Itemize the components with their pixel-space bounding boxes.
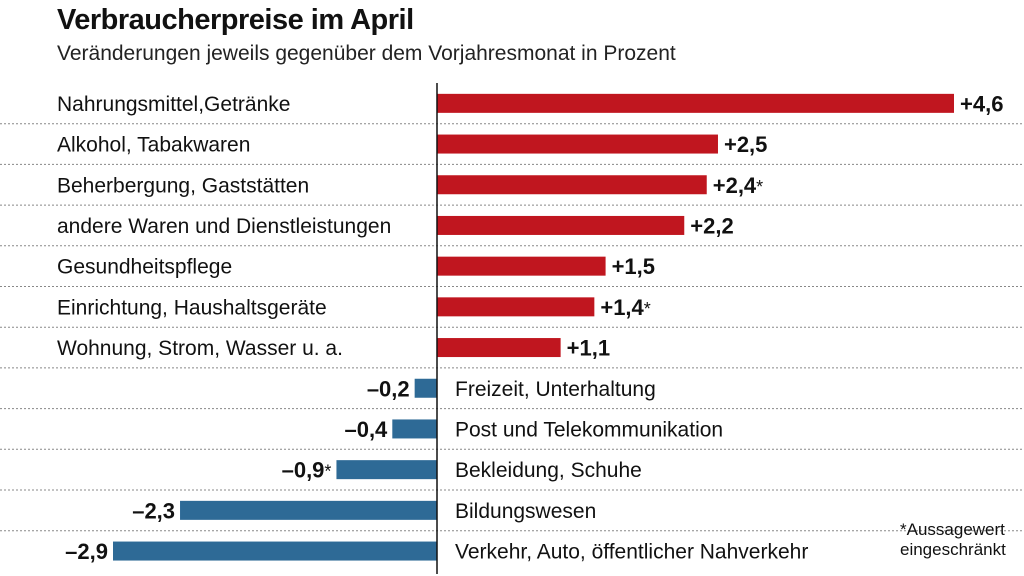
bar-3 [437, 215, 685, 235]
category-label: Alkohol, Tabakwaren [57, 134, 250, 157]
category-label: Freizeit, Unterhaltung [455, 378, 656, 401]
bar-0 [437, 93, 954, 113]
category-label: Gesundheitspflege [57, 256, 232, 279]
value-label: +2,2 [690, 213, 733, 238]
chart-subtitle: Veränderungen jeweils gegenüber dem Vorj… [57, 42, 676, 65]
bar-1 [437, 134, 718, 154]
category-label: Einrichtung, Haushaltsgeräte [57, 296, 327, 319]
bar-7 [414, 378, 437, 398]
category-label: Nahrungsmittel,Getränke [57, 93, 290, 116]
category-label: Verkehr, Auto, öffentlicher Nahverkehr [455, 541, 808, 564]
bar-10 [180, 500, 437, 520]
bar-6 [437, 338, 561, 358]
category-label: Bildungswesen [455, 500, 596, 523]
value-label: +2,5 [724, 132, 767, 157]
value-label: +1,5 [612, 254, 655, 279]
bar-8 [392, 419, 437, 439]
bar-11 [113, 541, 437, 561]
footnote-line-1: *Aussagewert [900, 520, 1005, 539]
bar-5 [437, 297, 595, 317]
footnote-line-2: eingeschränkt [900, 540, 1006, 559]
category-label: Bekleidung, Schuhe [455, 459, 642, 482]
value-label: –2,9 [65, 539, 108, 564]
value-label: –0,4 [344, 417, 388, 442]
value-label: +1,4* [600, 295, 650, 320]
bar-9 [336, 460, 437, 480]
chart-title: Verbraucherpreise im April [57, 4, 414, 36]
value-label: –2,3 [132, 498, 175, 523]
value-label: +1,1 [567, 336, 610, 361]
bar-4 [437, 256, 606, 276]
value-label: +2,4* [713, 173, 763, 198]
value-label: –0,9* [282, 458, 332, 483]
category-label: Beherbergung, Gaststätten [57, 174, 309, 197]
category-label: Post und Telekommunikation [455, 418, 723, 441]
category-label: Wohnung, Strom, Wasser u. a. [57, 337, 343, 360]
value-label: +4,6 [960, 91, 1003, 116]
value-label: –0,2 [367, 376, 410, 401]
footnote: *Aussagewert eingeschränkt [900, 520, 1006, 560]
category-label: andere Waren und Dienstleistungen [57, 215, 391, 238]
bar-2 [437, 175, 707, 195]
